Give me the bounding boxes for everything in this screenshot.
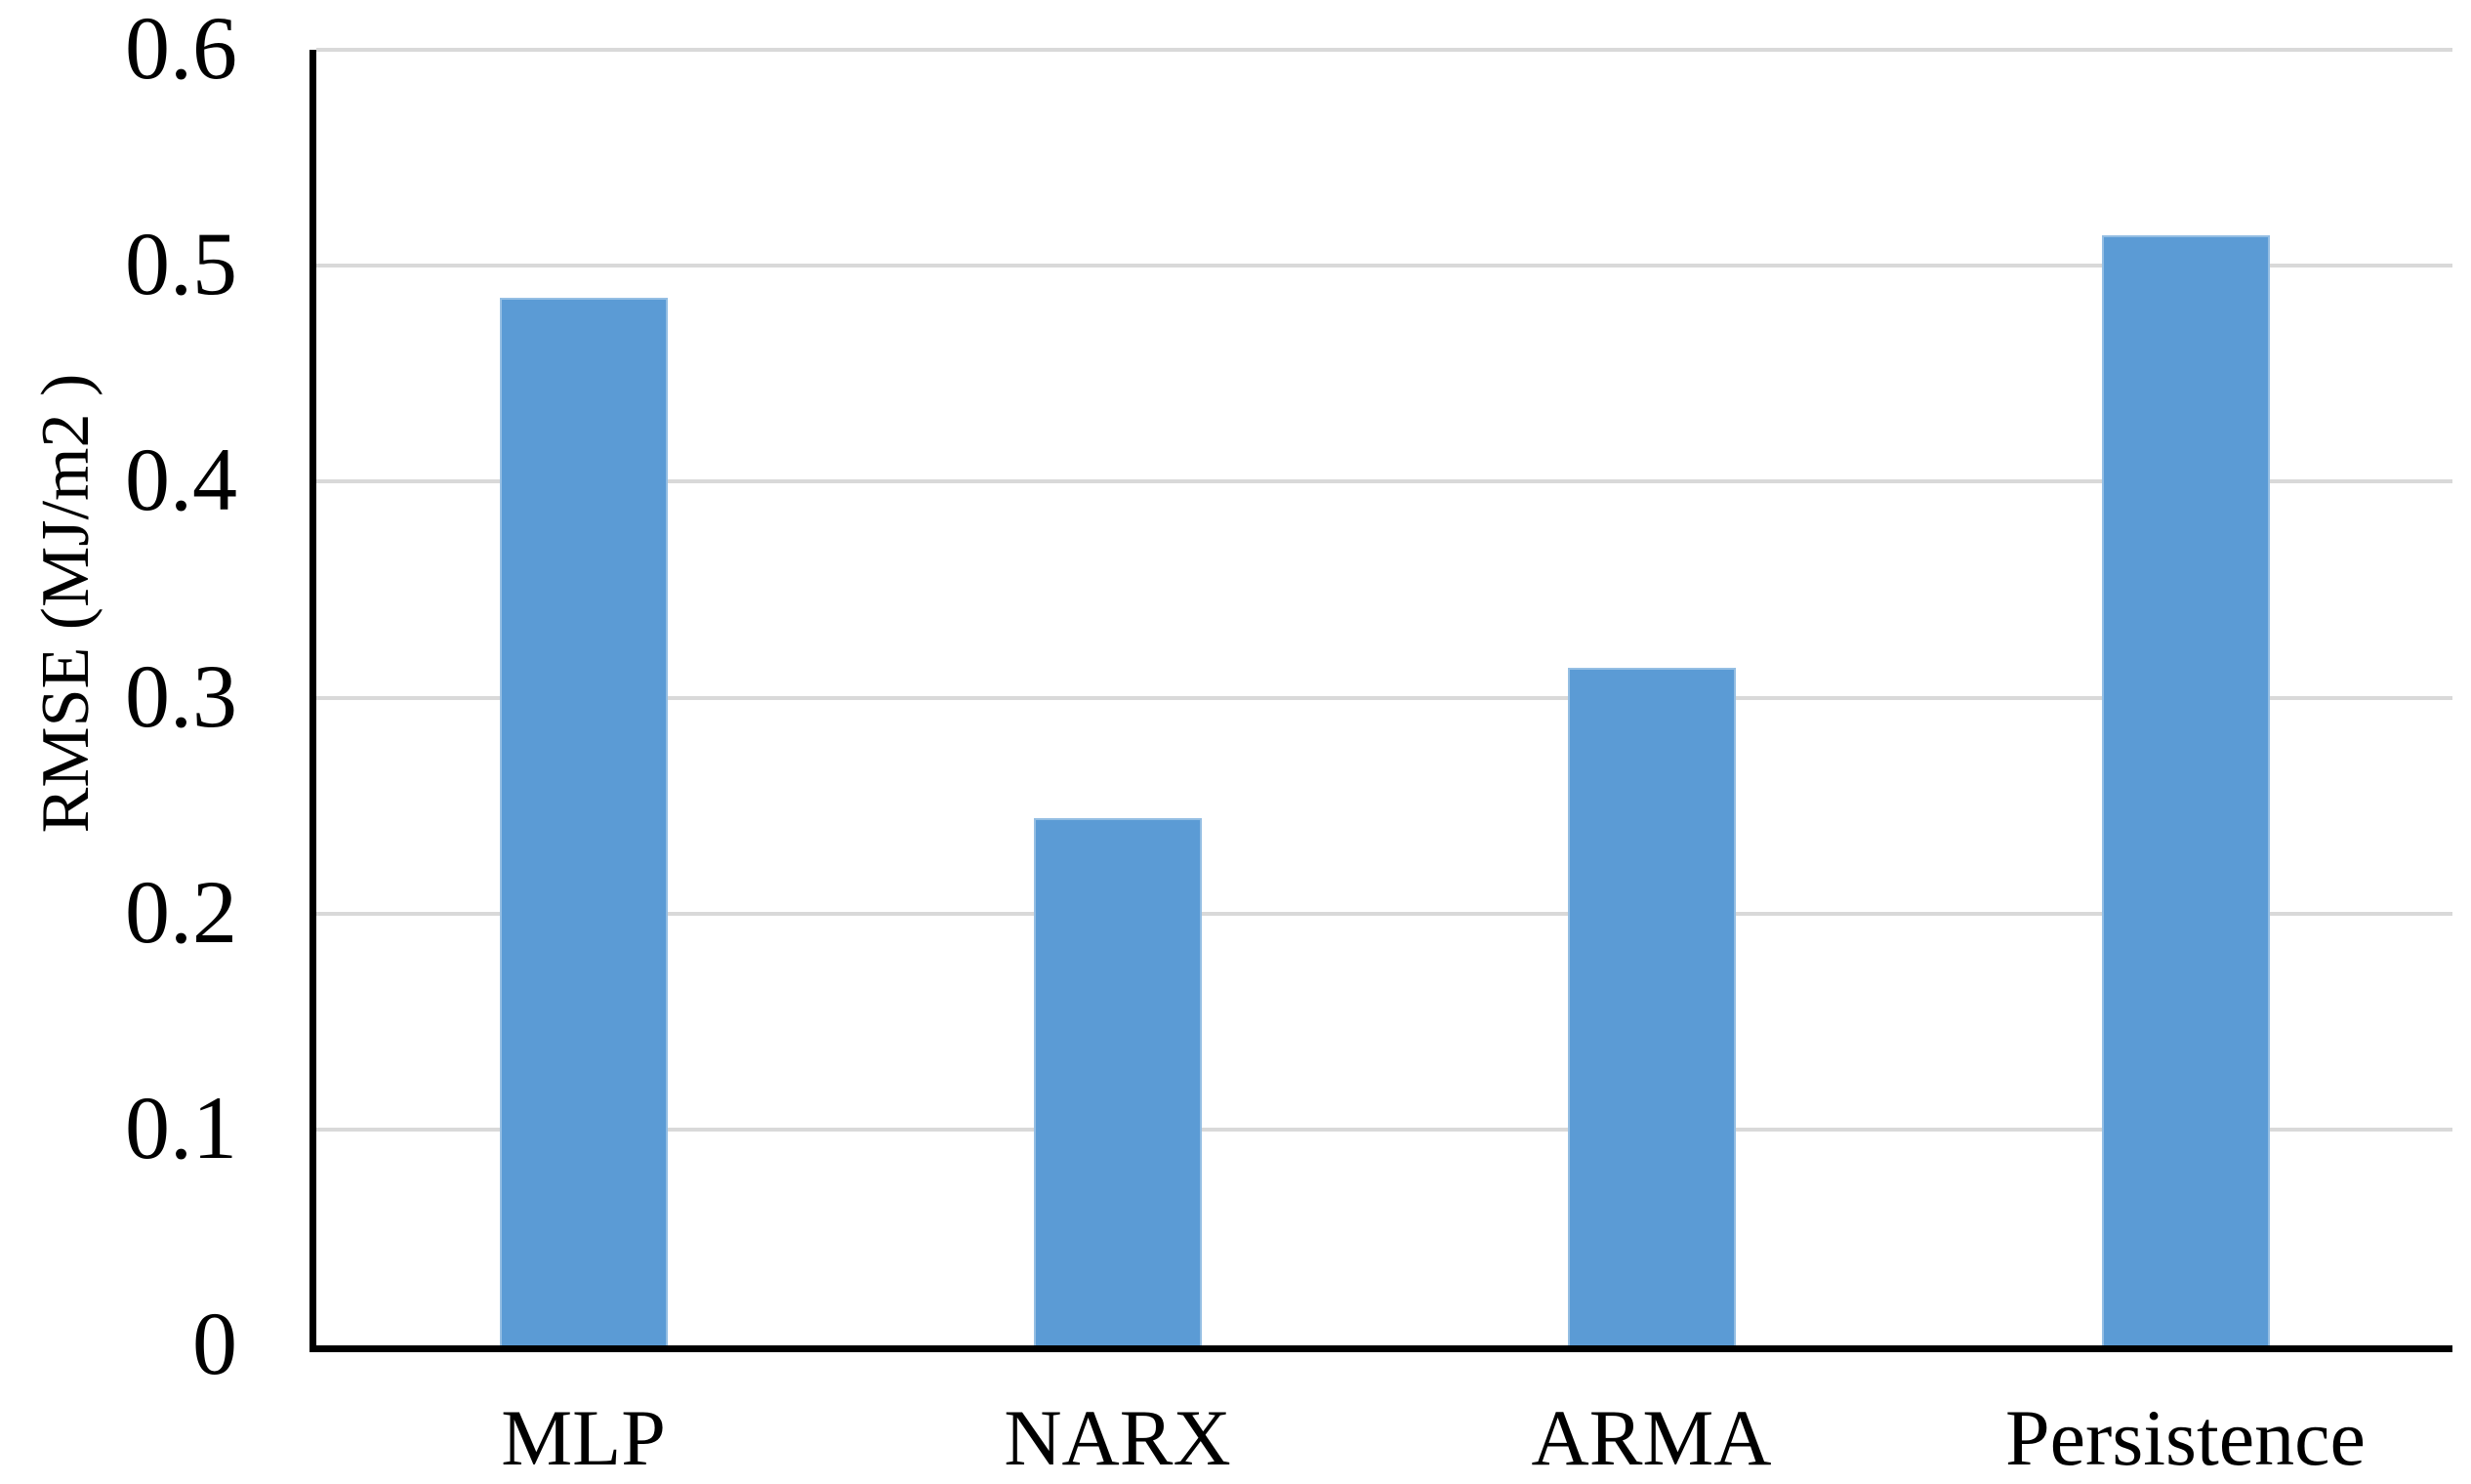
plot-area (316, 48, 2452, 1345)
y-axis-title: RMSE (MJ/m2 ) (28, 373, 103, 834)
category-label-mlp: MLP (501, 1393, 666, 1482)
y-tick-label: 0.3 (125, 645, 237, 746)
gridline (316, 479, 2452, 484)
bar-mlp (499, 298, 668, 1345)
category-label-narx: NARX (1004, 1393, 1231, 1482)
y-axis-line (309, 50, 316, 1352)
y-tick-label: 0.1 (125, 1077, 237, 1177)
y-tick-label: 0.4 (125, 430, 237, 530)
y-tick-label: 0.5 (125, 214, 237, 314)
y-tick-label: 0 (192, 1294, 237, 1394)
bar-arma (1567, 667, 1736, 1345)
category-label-arma: ARMA (1531, 1393, 1772, 1482)
gridline (316, 264, 2452, 268)
y-tick-label: 0.6 (125, 0, 237, 99)
bar-persistence (2101, 235, 2270, 1345)
gridline (316, 695, 2452, 700)
gridline (316, 1127, 2452, 1132)
gridline (316, 48, 2452, 52)
category-label-persistence: Persistence (2005, 1393, 2366, 1482)
y-tick-label: 0.2 (125, 861, 237, 962)
gridline (316, 911, 2452, 916)
x-axis-line (309, 1345, 2452, 1352)
bar-narx (1033, 818, 1202, 1345)
